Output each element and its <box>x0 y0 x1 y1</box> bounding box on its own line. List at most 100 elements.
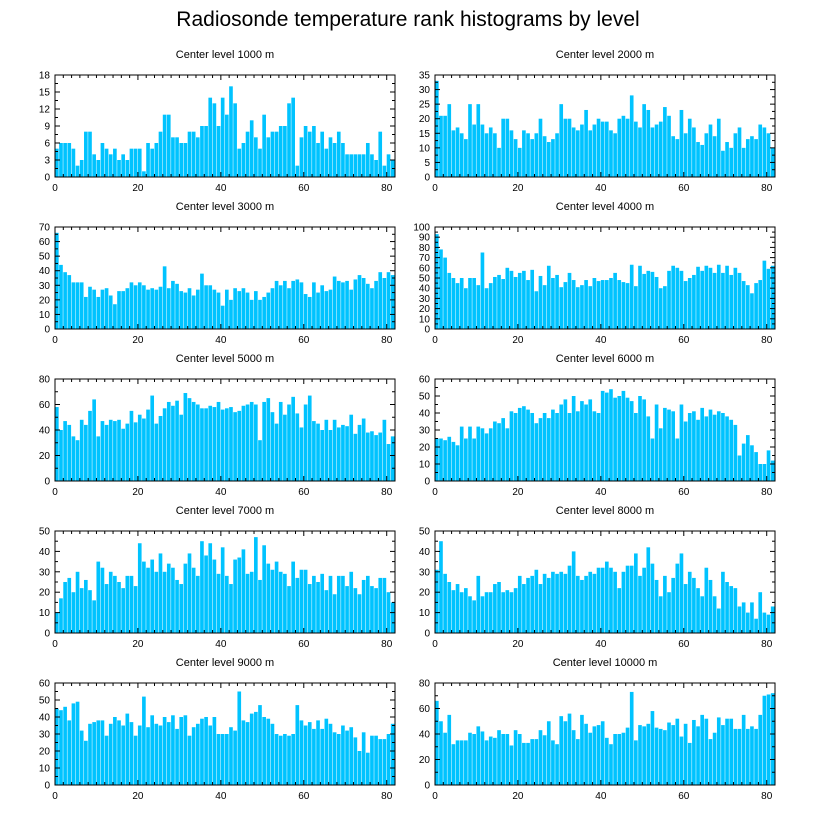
histogram-bar <box>721 413 725 481</box>
y-tick-label: 0 <box>424 629 430 640</box>
histogram-bar <box>476 726 481 785</box>
histogram-bar <box>480 428 485 481</box>
histogram-bar <box>687 413 692 481</box>
x-tick-label: 0 <box>432 791 438 802</box>
histogram-bar <box>567 413 572 481</box>
y-tick-label: 10 <box>419 460 431 471</box>
histogram-bar <box>683 723 688 785</box>
histogram-bar <box>497 582 501 633</box>
histogram-bar <box>464 588 468 633</box>
histogram-bar <box>113 717 117 785</box>
histogram-bar <box>133 285 138 329</box>
histogram-bar <box>295 577 300 633</box>
histogram-bar <box>71 592 76 633</box>
histogram-bar <box>683 133 688 177</box>
histogram-bar <box>447 272 452 329</box>
histogram-bar <box>629 565 634 633</box>
histogram-bar <box>191 131 196 177</box>
histogram-bar <box>158 131 163 177</box>
histogram-bar <box>125 575 130 633</box>
histogram-bar <box>480 596 485 633</box>
histogram-bar <box>88 286 92 329</box>
histogram-bar <box>204 285 208 329</box>
histogram-bar <box>183 563 188 633</box>
histogram-bar <box>216 734 221 785</box>
y-tick-label: 0 <box>424 781 430 792</box>
histogram-bar <box>274 734 279 785</box>
histogram-bar <box>575 575 580 633</box>
histogram-bar <box>225 575 229 633</box>
histogram-bar <box>332 419 337 481</box>
histogram-bar <box>117 582 121 633</box>
y-tick-label: 80 <box>419 243 431 254</box>
histogram-bar <box>92 399 96 481</box>
histogram-bar <box>113 575 117 633</box>
histogram-bar <box>704 567 709 633</box>
histogram-bar <box>220 734 225 785</box>
histogram-bar <box>600 567 605 633</box>
histogram-bar <box>361 418 366 481</box>
histogram-bar <box>220 547 225 633</box>
histogram-bar <box>737 455 742 481</box>
histogram-bar <box>142 561 146 633</box>
histogram-bar <box>233 103 237 177</box>
histogram-bar <box>320 430 325 481</box>
histogram-bar <box>270 131 275 177</box>
y-tick-label: 60 <box>39 237 51 248</box>
y-tick-label: 0 <box>424 325 430 336</box>
histogram-bar <box>365 432 370 481</box>
histogram-bar <box>200 541 204 633</box>
histogram-bar <box>316 582 320 633</box>
histogram-bar <box>534 423 539 481</box>
histogram-bar <box>117 720 121 785</box>
y-tick-label: 70 <box>419 253 431 264</box>
histogram-bar <box>307 131 312 177</box>
histogram-bar <box>121 291 125 329</box>
histogram-bar <box>295 705 300 785</box>
histogram-bar <box>237 557 242 633</box>
histogram-bar <box>129 282 134 329</box>
histogram-bar <box>162 408 167 481</box>
histogram-bar <box>287 735 291 785</box>
histogram-bar <box>100 567 105 633</box>
y-tick-label: 40 <box>419 409 431 420</box>
y-tick-label: 10 <box>39 764 51 775</box>
x-tick-label: 80 <box>381 183 393 194</box>
histogram-bar <box>480 124 485 177</box>
histogram-bar <box>472 438 476 481</box>
histogram-bar <box>468 104 472 177</box>
histogram-bar <box>658 121 663 177</box>
x-tick-label: 0 <box>52 183 58 194</box>
histogram-bar <box>142 171 146 177</box>
histogram-bar <box>266 718 271 785</box>
histogram-bar <box>370 431 374 481</box>
histogram-bar <box>287 586 291 633</box>
histogram-bar <box>584 404 588 481</box>
histogram-bar <box>258 579 262 633</box>
histogram-bar <box>526 742 530 785</box>
histogram-bar <box>241 549 246 633</box>
histogram-bar <box>745 728 750 785</box>
histogram-bar <box>361 154 366 177</box>
histogram-bar <box>258 299 262 329</box>
histogram-bar <box>278 571 283 633</box>
histogram-bar <box>320 728 325 785</box>
histogram-bar <box>117 291 121 329</box>
histogram-bar <box>183 292 188 329</box>
y-tick-label: 0 <box>424 173 430 184</box>
histogram-bar <box>729 718 734 785</box>
x-tick-label: 80 <box>761 487 773 498</box>
histogram-bar <box>522 130 526 177</box>
histogram-bar <box>150 559 155 633</box>
histogram-bar <box>439 115 443 177</box>
histogram-bar <box>762 127 767 177</box>
histogram-bar <box>312 421 316 481</box>
histogram-bar <box>675 438 680 481</box>
histogram-bar <box>266 292 271 329</box>
histogram-bar <box>472 124 476 177</box>
histogram-bar <box>79 730 84 785</box>
histogram-bar <box>241 143 246 177</box>
histogram-bar <box>509 130 514 177</box>
x-tick-label: 80 <box>761 791 773 802</box>
histogram-bar <box>534 569 539 633</box>
